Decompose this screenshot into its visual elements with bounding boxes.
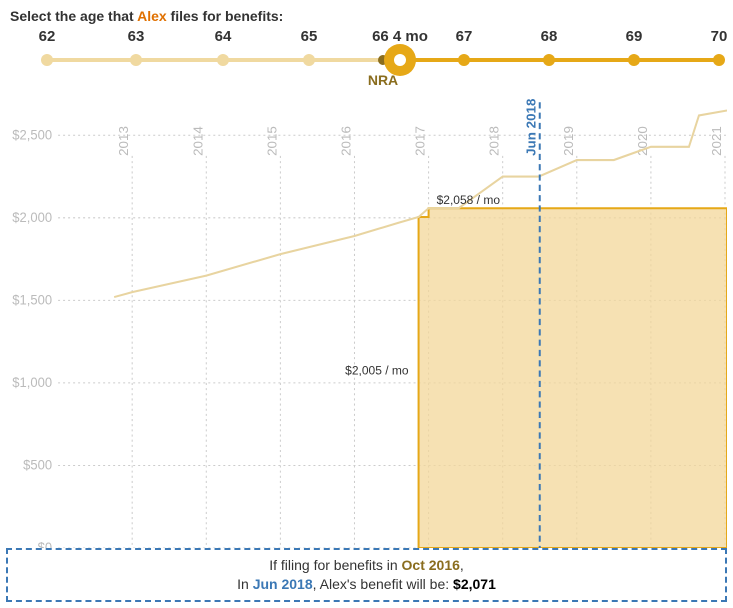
age-tick-point[interactable] xyxy=(303,54,315,66)
age-tick-point[interactable] xyxy=(713,54,725,66)
slider-handle-label: 66 4 mo xyxy=(372,28,428,45)
svg-text:$500: $500 xyxy=(23,457,52,472)
age-tick-point[interactable] xyxy=(217,54,229,66)
age-tick-point[interactable] xyxy=(543,54,555,66)
svg-text:2018: 2018 xyxy=(487,126,502,156)
age-tick-label: 65 xyxy=(301,28,318,45)
svg-text:Jun 2018: Jun 2018 xyxy=(524,99,539,156)
svg-text:$1,000: $1,000 xyxy=(12,375,52,390)
summary-line-1: If filing for benefits in Oct 2016, xyxy=(16,556,717,575)
slider-track-right xyxy=(400,58,719,62)
age-tick-point[interactable] xyxy=(130,54,142,66)
summary-box: If filing for benefits in Oct 2016, In J… xyxy=(6,548,727,602)
svg-text:$2,500: $2,500 xyxy=(12,127,52,142)
age-tick-label: 69 xyxy=(626,28,643,45)
instruction-post: files for benefits: xyxy=(167,8,284,24)
svg-text:$2,058 / mo: $2,058 / mo xyxy=(437,193,501,207)
age-tick-label: 62 xyxy=(39,28,56,45)
svg-text:2021: 2021 xyxy=(709,126,724,156)
age-tick-label: 63 xyxy=(128,28,145,45)
age-tick-label: 64 xyxy=(215,28,232,45)
benefit-chart: 201320142015201620172018201920202021$0$5… xyxy=(6,94,727,548)
age-tick-point[interactable] xyxy=(628,54,640,66)
svg-text:2013: 2013 xyxy=(116,126,131,156)
age-tick-label: 68 xyxy=(541,28,558,45)
svg-text:$2,000: $2,000 xyxy=(12,210,52,225)
svg-text:$1,500: $1,500 xyxy=(12,292,52,307)
svg-text:$2,005 / mo: $2,005 / mo xyxy=(345,363,409,377)
age-slider[interactable]: NRA 66 4 mo 6263646567686970 xyxy=(6,28,727,98)
summary-l1-pre: If filing for benefits in xyxy=(269,557,401,573)
person-name: Alex xyxy=(137,8,167,24)
age-tick-label: 67 xyxy=(456,28,473,45)
svg-text:2017: 2017 xyxy=(413,126,428,156)
summary-amount: $2,071 xyxy=(453,576,496,592)
instruction-pre: Select the age that xyxy=(10,8,137,24)
svg-text:2015: 2015 xyxy=(265,126,280,156)
age-tick-label: 70 xyxy=(711,28,728,45)
summary-l1-post: , xyxy=(460,557,464,573)
svg-text:2019: 2019 xyxy=(561,126,576,156)
summary-pin-date: Jun 2018 xyxy=(253,576,313,592)
summary-file-date: Oct 2016 xyxy=(402,557,460,573)
summary-l2-mid: , Alex's benefit will be: xyxy=(313,576,453,592)
svg-text:2016: 2016 xyxy=(339,126,354,156)
age-tick-point[interactable] xyxy=(458,54,470,66)
summary-line-2: In Jun 2018, Alex's benefit will be: $2,… xyxy=(16,575,717,594)
summary-l2-pre: In xyxy=(237,576,253,592)
slider-handle-inner xyxy=(394,54,406,66)
svg-text:2014: 2014 xyxy=(190,126,205,156)
svg-text:$0: $0 xyxy=(38,540,52,548)
slider-handle[interactable] xyxy=(384,44,416,76)
instruction-text: Select the age that Alex files for benef… xyxy=(10,8,727,24)
age-tick-point[interactable] xyxy=(41,54,53,66)
